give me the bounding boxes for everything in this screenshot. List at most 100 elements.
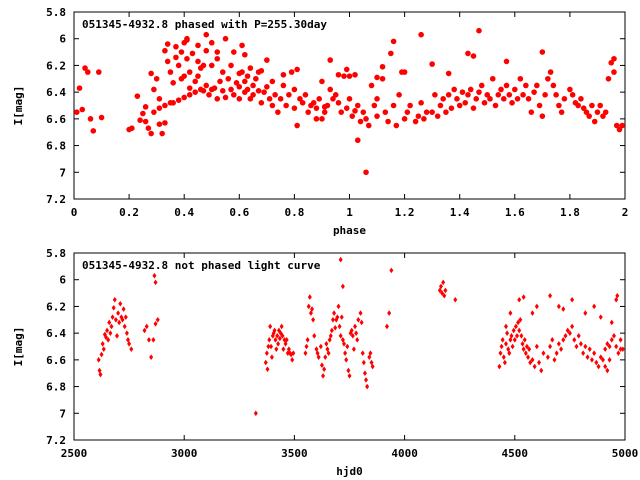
unphased-data-point [530,357,535,363]
phased-data-point [156,121,163,127]
phased-data-point [415,113,422,119]
phased-data-point [531,89,537,95]
unphased-data-point [503,341,508,347]
unphased-data-point [318,343,323,350]
unphased-data-point [365,383,370,390]
unphased-data-point [356,316,361,323]
unphased-data-point [561,337,566,343]
phased-data-point [203,31,210,38]
phased-data-point [454,96,460,102]
unphased-data-point [550,337,555,343]
unphased-data-point [518,316,523,323]
unphased-data-point [520,341,525,347]
phased-chart-title: 051345-4932.8 phased with P=255.30day [82,18,327,31]
unphased-data-point [338,256,343,263]
unphased-data-point [502,359,507,366]
phased-data-point [95,69,102,75]
unphased-data-point [556,341,561,347]
phased-data-point [283,102,289,109]
phased-data-point [556,102,562,109]
phased-data-point [418,100,424,106]
phased-data-point [73,109,80,115]
phased-data-point [239,42,245,49]
phased-y-tick-label: 6.2 [46,59,66,72]
phased-data-point [363,116,369,122]
unphased-data-point [592,303,597,310]
unphased-data-point [534,343,539,350]
unphased-data-point [359,319,364,326]
unphased-data-point [600,357,605,363]
unphased-data-point [335,314,340,320]
unphased-chart-title: 051345-4932.8 not phased light curve [82,259,321,272]
unphased-data-point [319,362,324,368]
phased-data-point [459,89,466,95]
phased-data-point [291,86,298,93]
unphased-data-point [144,323,149,330]
unphased-data-point [326,350,331,356]
phased-data-point [558,109,565,115]
unphased-data-point [620,346,625,352]
unphased-data-point [581,350,586,356]
unphased-data-point [607,357,612,363]
phased-data-point [247,65,254,71]
unphased-light-curve-panel: 2500 3000 3500 4000 4500 5000 5.8 6 6.2 6.4 6.6 6.8… [12,247,638,478]
phased-data-point [357,118,364,125]
unphased-data-point [332,310,337,316]
phased-x-tick-label: 0 [71,206,78,219]
unphased-x-axis-label: hjd0 [336,465,363,478]
unphased-y-tick-label: 7.2 [46,434,66,447]
unphased-data-point [278,330,283,336]
phased-data-point [619,122,626,129]
unphased-data-point [618,337,623,343]
phased-data-point [184,55,190,62]
unphased-data-point [583,310,588,316]
phased-data-point [374,74,380,81]
unphased-data-point [303,350,308,356]
unphased-data-point [609,337,614,343]
phased-data-point [517,75,524,82]
phased-data-point [476,27,482,34]
unphased-data-point [559,346,564,352]
unphased-data-point [354,330,359,336]
phased-data-point [208,62,215,69]
unphased-data-point [587,346,592,352]
phased-data-point [186,92,193,98]
unphased-data-point [498,350,503,356]
unphased-data-point [308,310,313,316]
phased-data-point [148,130,154,137]
phased-data-point [214,55,221,62]
phased-data-point [379,75,386,82]
phased-data-point [225,75,232,82]
unphased-data-point [153,320,158,327]
phased-data-point [151,109,157,115]
phased-data-point [445,70,452,77]
phased-data-point [443,109,449,115]
phased-data-point [393,122,400,129]
phased-data-point [299,100,306,106]
unphased-data-point [554,350,559,356]
phased-data-point [255,88,262,94]
phased-x-tick-label: 0.8 [284,206,304,219]
unphased-data-point [368,350,373,356]
phased-data-point [335,100,342,106]
phased-y-tick-label: 6.4 [46,86,66,99]
phased-data-point [250,82,256,89]
phased-data-point [520,92,526,98]
phased-data-point [338,109,345,115]
phased-y-tick-label: 7 [59,166,66,179]
unphased-data-point [598,354,603,360]
phased-data-point [591,118,598,125]
phased-data-point [489,75,496,82]
unphased-data-point [268,323,273,330]
phased-data-point [495,92,502,98]
phased-data-point [478,82,485,89]
phased-data-point [611,69,617,75]
unphased-data-point [153,279,158,286]
phased-data-point [536,102,543,109]
unphased-data-point [146,337,151,343]
phased-data-point [244,86,251,93]
phased-data-point [286,92,292,98]
unphased-data-point [511,327,516,334]
phased-y-tick-label: 7.2 [46,193,66,206]
